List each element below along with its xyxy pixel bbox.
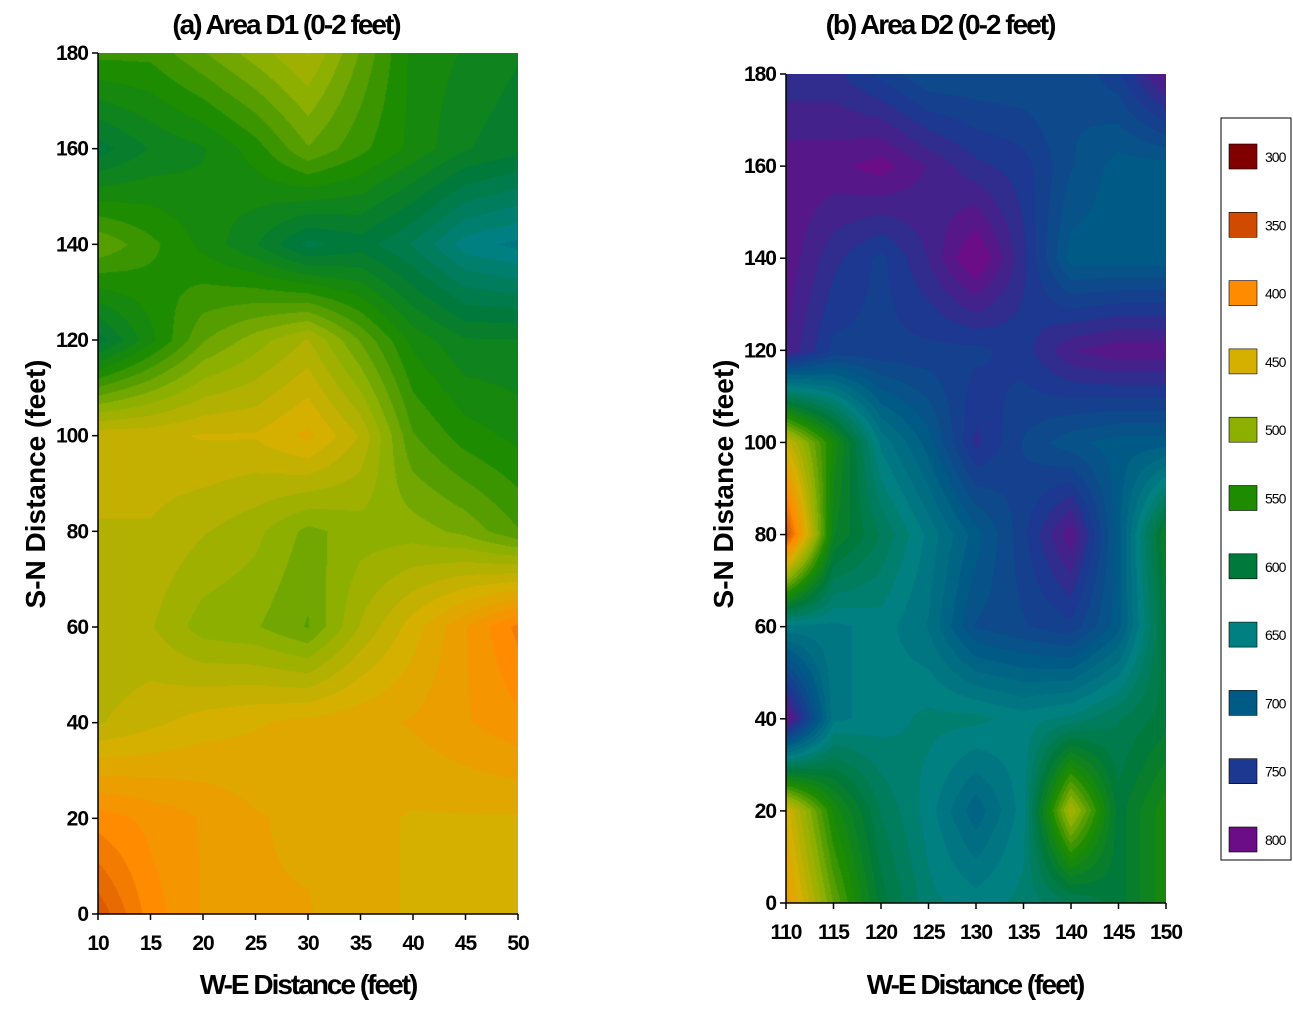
panel-b: (b) Area D2 (0-2 feet) 0 20 40 60 80 100 120 14… xyxy=(708,9,1183,1000)
panel-a-y-tick-label: 0 xyxy=(77,903,88,926)
panel-a-x-tick-label: 10 xyxy=(87,932,109,955)
legend-swatch-350 xyxy=(1228,212,1258,238)
panel-b-x-tick-label: 115 xyxy=(818,921,850,944)
legend-label-400: 400 xyxy=(1265,286,1287,302)
legend-label-700: 700 xyxy=(1265,695,1287,711)
panel-b-y-tick-label: 120 xyxy=(744,339,776,362)
panel-a-y-tick-label: 180 xyxy=(56,42,88,65)
panel-b-y-tick-label: 80 xyxy=(755,524,777,547)
panel-b-ylabel: S-N Distance (feet) xyxy=(708,360,739,609)
legend-swatch-600 xyxy=(1228,553,1258,580)
legend-swatch-500 xyxy=(1228,416,1258,443)
panel-a-y-tick-label: 100 xyxy=(56,425,88,448)
panel-a-x-tick-label: 25 xyxy=(245,932,268,955)
panel-a-heatmap-frame xyxy=(98,53,518,914)
legend: 300 350 400 450 500 550 600 650 700 750 800 xyxy=(1220,117,1292,861)
panel-a-x-tick-label: 30 xyxy=(297,932,319,955)
panel-b-x-tick-label: 135 xyxy=(1007,921,1040,944)
panel-b-y-tick-label: 140 xyxy=(744,247,776,270)
legend-swatch-800 xyxy=(1228,826,1258,853)
panel-a-axes: 0 20 40 60 80 100 120 140 160 180 10 15 20 25 30 35 40 45… xyxy=(56,42,530,955)
legend-label-800: 800 xyxy=(1265,832,1287,848)
panel-a-x-tick-label: 35 xyxy=(350,932,373,955)
panel-a-y-tick-label: 160 xyxy=(56,138,88,161)
panel-b-heatmap xyxy=(786,74,1166,903)
panel-a-x-tick-label: 45 xyxy=(455,932,478,955)
panel-a-x-tick-label: 40 xyxy=(402,932,424,955)
panel-b-axes: 0 20 40 60 80 100 120 140 160 180 110 115 120 125 130 1… xyxy=(744,63,1183,944)
panel-a: (a) Area D1 (0-2 feet) 0 20 40 60 80 100 120 14… xyxy=(20,9,530,1000)
panel-b-x-tick-label: 140 xyxy=(1055,921,1087,944)
panel-a-x-tick-label: 20 xyxy=(192,932,214,955)
panel-a-y-tick-label: 120 xyxy=(56,329,88,352)
panel-b-heatmap-frame xyxy=(786,74,1166,903)
panel-b-y-tick-label: 40 xyxy=(755,708,777,731)
legend-label-450: 450 xyxy=(1265,354,1287,370)
panel-b-title: (b) Area D2 (0-2 feet) xyxy=(826,9,1055,40)
legend-swatch-700 xyxy=(1228,690,1258,716)
legend-swatch-400 xyxy=(1228,280,1258,306)
legend-swatch-550 xyxy=(1228,485,1258,511)
panel-a-x-tick-label: 50 xyxy=(507,932,529,955)
legend-swatch-300 xyxy=(1228,143,1258,170)
panel-a-xlabel: W-E Distance (feet) xyxy=(200,969,417,1000)
panel-a-title: (a) Area D1 (0-2 feet) xyxy=(172,9,400,40)
panel-b-y-tick-label: 100 xyxy=(744,431,776,454)
panel-b-y-tick-label: 20 xyxy=(755,800,777,823)
panel-b-y-tick-label: 180 xyxy=(744,63,776,86)
panel-a-x-tick-label: 15 xyxy=(140,932,163,955)
panel-b-y-tick-label: 0 xyxy=(765,892,776,915)
legend-label-500: 500 xyxy=(1265,422,1287,438)
panel-b-x-tick-label: 150 xyxy=(1150,921,1182,944)
panel-a-y-tick-label: 20 xyxy=(67,807,89,830)
panel-a-y-tick-label: 40 xyxy=(67,712,89,735)
legend-swatch-450 xyxy=(1228,348,1258,375)
legend-label-650: 650 xyxy=(1265,627,1287,643)
legend-label-300: 300 xyxy=(1265,149,1287,165)
panel-a-ylabel: S-N Distance (feet) xyxy=(20,360,51,609)
panel-b-y-tick-label: 60 xyxy=(755,616,777,639)
legend-label-550: 550 xyxy=(1265,491,1287,507)
panel-a-heatmap xyxy=(98,53,518,914)
panel-a-y-tick-label: 140 xyxy=(56,233,88,256)
legend-swatch-750 xyxy=(1228,758,1258,785)
panel-a-y-tick-label: 60 xyxy=(67,616,89,639)
panel-b-x-tick-label: 130 xyxy=(960,921,992,944)
legend-label-350: 350 xyxy=(1265,217,1287,233)
panel-b-x-tick-label: 125 xyxy=(912,921,945,944)
legend-swatch-650 xyxy=(1228,621,1258,648)
panel-b-y-tick-label: 160 xyxy=(744,155,776,178)
panel-b-x-tick-label: 145 xyxy=(1102,921,1135,944)
legend-label-750: 750 xyxy=(1265,764,1287,780)
panel-b-xlabel: W-E Distance (feet) xyxy=(867,969,1084,1000)
legend-label-600: 600 xyxy=(1265,559,1287,575)
panel-b-x-tick-label: 120 xyxy=(865,921,897,944)
panel-a-y-tick-label: 80 xyxy=(67,520,89,543)
panel-b-x-tick-label: 110 xyxy=(771,921,802,944)
legend-items: 300 350 400 450 500 550 600 650 700 750 800 xyxy=(1228,143,1288,853)
